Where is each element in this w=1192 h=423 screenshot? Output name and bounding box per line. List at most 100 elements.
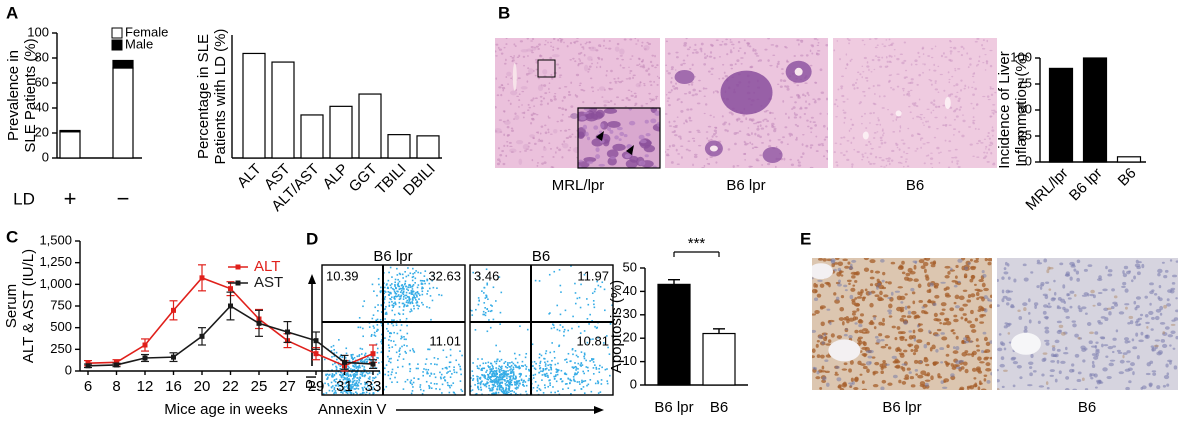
event-dot bbox=[502, 372, 505, 374]
event-dot bbox=[373, 331, 376, 334]
cell bbox=[714, 126, 718, 129]
cell bbox=[946, 344, 950, 349]
event-dot bbox=[422, 374, 425, 377]
event-dot bbox=[459, 365, 461, 368]
event-dot bbox=[428, 348, 431, 351]
cell bbox=[668, 145, 671, 148]
cell bbox=[1012, 361, 1019, 365]
event-dot bbox=[480, 369, 483, 371]
event-dot bbox=[531, 343, 534, 346]
cell bbox=[677, 135, 682, 138]
cell bbox=[982, 39, 985, 42]
cell bbox=[721, 115, 724, 118]
event-dot bbox=[501, 373, 503, 376]
event-dot bbox=[582, 370, 585, 373]
event-dot bbox=[368, 357, 371, 360]
event-dot bbox=[498, 384, 501, 386]
cell bbox=[838, 279, 841, 284]
event-dot bbox=[357, 369, 359, 371]
cell bbox=[821, 365, 825, 370]
event-dot bbox=[331, 369, 333, 371]
cell bbox=[971, 75, 975, 78]
event-dot bbox=[353, 388, 356, 390]
cell bbox=[747, 127, 750, 129]
cell bbox=[787, 116, 790, 120]
cell bbox=[846, 98, 849, 100]
cell bbox=[875, 123, 879, 126]
cell bbox=[845, 53, 848, 56]
cell bbox=[495, 55, 498, 57]
event-dot bbox=[543, 384, 546, 386]
event-dot bbox=[574, 302, 577, 305]
cell bbox=[1173, 365, 1178, 370]
event-dot bbox=[406, 332, 409, 335]
cell bbox=[836, 271, 842, 277]
cell bbox=[709, 43, 713, 46]
cell bbox=[1028, 361, 1034, 365]
event-dot bbox=[518, 379, 521, 382]
event-dot bbox=[391, 309, 394, 312]
event-dot bbox=[443, 376, 446, 378]
y-tick-label: 500 bbox=[50, 319, 72, 334]
cell bbox=[956, 162, 959, 165]
event-dot bbox=[363, 375, 366, 378]
event-dot bbox=[413, 271, 416, 274]
event-dot bbox=[515, 376, 517, 379]
cell bbox=[1153, 292, 1158, 296]
event-dot bbox=[483, 313, 485, 316]
event-dot bbox=[339, 385, 342, 387]
event-dot bbox=[505, 387, 507, 389]
cell bbox=[826, 382, 830, 387]
event-dot bbox=[505, 372, 507, 374]
vessel bbox=[1010, 332, 1041, 355]
cell bbox=[642, 64, 645, 67]
cell bbox=[623, 38, 627, 41]
event-dot bbox=[556, 373, 559, 376]
cell bbox=[954, 294, 960, 300]
cell bbox=[969, 340, 973, 343]
cell bbox=[1165, 363, 1169, 368]
event-dot bbox=[346, 374, 348, 376]
event-dot bbox=[478, 367, 480, 370]
cell bbox=[715, 131, 717, 135]
event-dot bbox=[508, 383, 511, 386]
event-dot bbox=[388, 350, 391, 352]
cell bbox=[816, 39, 819, 41]
event-dot bbox=[521, 384, 524, 386]
cell bbox=[926, 141, 930, 144]
cell bbox=[699, 47, 703, 51]
event-dot bbox=[499, 374, 501, 377]
event-dot bbox=[393, 304, 395, 307]
cell bbox=[903, 349, 908, 353]
event-dot bbox=[470, 385, 472, 388]
cell bbox=[1006, 302, 1010, 306]
cell bbox=[977, 128, 980, 130]
cell bbox=[961, 351, 968, 357]
event-dot bbox=[397, 295, 399, 298]
cell bbox=[1138, 339, 1144, 343]
cell bbox=[666, 153, 669, 156]
cell bbox=[1091, 364, 1096, 368]
event-dot bbox=[409, 284, 412, 287]
event-dot bbox=[417, 363, 419, 365]
cell bbox=[896, 57, 900, 61]
cell bbox=[944, 360, 948, 364]
cell bbox=[910, 384, 916, 388]
cell bbox=[668, 120, 671, 124]
event-dot bbox=[397, 285, 400, 288]
cell bbox=[974, 127, 977, 130]
cell bbox=[936, 328, 942, 332]
cell bbox=[596, 66, 598, 69]
event-dot bbox=[373, 290, 375, 292]
cell bbox=[899, 317, 905, 322]
quadrant-value: 11.97 bbox=[577, 268, 609, 283]
cell bbox=[806, 91, 809, 95]
cell bbox=[1159, 321, 1166, 325]
event-dot bbox=[589, 360, 591, 362]
cell bbox=[1123, 337, 1130, 341]
event-dot bbox=[492, 393, 495, 395]
event-dot bbox=[455, 371, 458, 374]
y-tick-label: 20 bbox=[623, 330, 637, 345]
cell bbox=[903, 59, 907, 62]
cell bbox=[1076, 277, 1080, 282]
